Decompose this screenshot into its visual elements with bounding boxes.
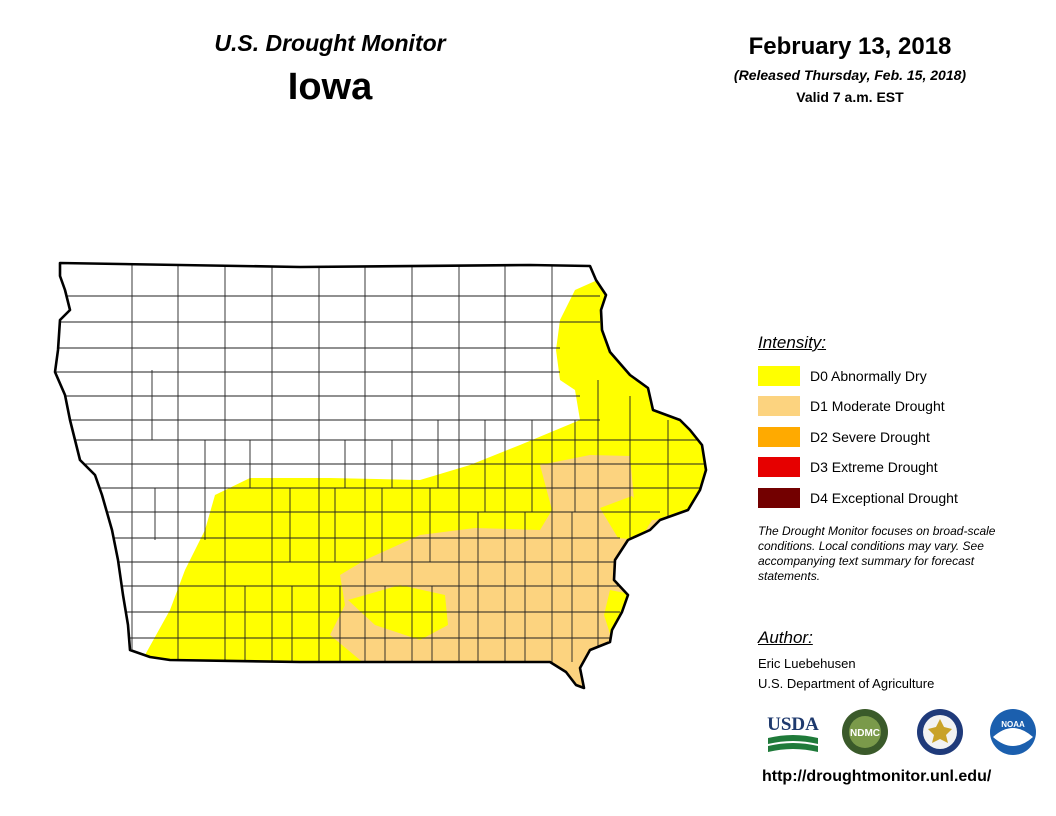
legend-title: Intensity:: [758, 333, 827, 352]
d0-pocket-south-central: [348, 585, 448, 640]
legend-label-d0: D0 Abnormally Dry: [810, 368, 927, 384]
legend-swatch-d1: [758, 396, 800, 416]
legend-label-d1: D1 Moderate Drought: [810, 398, 945, 414]
svg-text:USDA: USDA: [767, 714, 819, 735]
website-url[interactable]: http://droughtmonitor.unl.edu/: [762, 768, 992, 785]
legend-label-d2: D2 Severe Drought: [810, 429, 930, 445]
ndmc-logo: NDMC: [842, 709, 888, 755]
author-heading: Author:: [758, 628, 813, 647]
author-name: Eric Luebehusen: [758, 656, 856, 671]
county-grid: [55, 263, 706, 688]
svg-text:NOAA: NOAA: [1001, 720, 1025, 729]
noaa-logo: NOAA: [990, 709, 1036, 755]
legend-swatch-d0: [758, 366, 800, 386]
legend-label-d4: D4 Exceptional Drought: [810, 490, 958, 506]
usda-logo: USDA: [767, 714, 819, 752]
d0-pocket-northeast: [600, 496, 652, 540]
legend-swatch-d4: [758, 488, 800, 508]
map-title: U.S. Drought Monitor: [214, 30, 446, 56]
release-date: (Released Thursday, Feb. 15, 2018): [733, 67, 967, 83]
legend-label-d3: D3 Extreme Drought: [810, 459, 938, 475]
legend-swatch-d2: [758, 427, 800, 447]
doc-seal-logo: [917, 709, 963, 755]
map-date: February 13, 2018: [748, 33, 952, 60]
author-org: U.S. Department of Agriculture: [758, 676, 935, 691]
iowa-state-outline: [53, 261, 708, 690]
legend-swatch-d3: [758, 457, 800, 477]
valid-time: Valid 7 a.m. EST: [796, 89, 904, 105]
svg-text:NDMC: NDMC: [850, 728, 880, 739]
state-name: Iowa: [287, 66, 373, 108]
iowa-drought-map: [53, 261, 708, 690]
legend-note: The Drought Monitor focuses on broad-sca…: [758, 524, 996, 583]
